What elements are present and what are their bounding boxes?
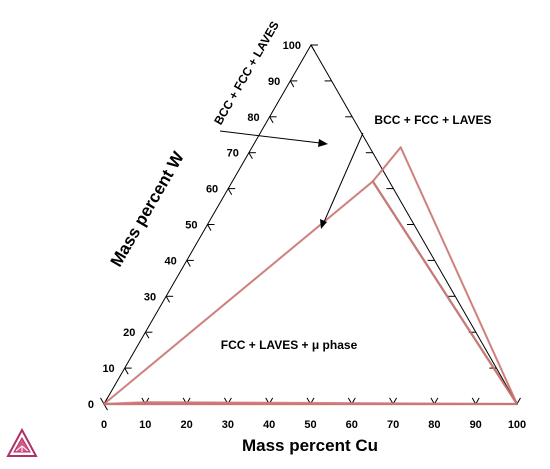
w-tick-label-2: 20 xyxy=(123,327,135,339)
x-axis-title: Mass percent Cu xyxy=(242,436,378,455)
thermo-calc-logo xyxy=(6,427,38,457)
w-tick-label-3: 30 xyxy=(144,291,156,303)
w-tick-label-4: 40 xyxy=(165,255,177,267)
x-tick-label-7: 70 xyxy=(387,419,399,431)
w-tick-mark-b-6 xyxy=(227,188,233,195)
x-tick-label-10: 100 xyxy=(508,419,526,431)
phase-boundaries xyxy=(102,146,519,406)
w-tick-label-6: 60 xyxy=(206,184,218,196)
w-tick-mark-b-8 xyxy=(269,116,274,124)
callout-arrowhead-left xyxy=(318,139,328,147)
w-tick-label-9: 90 xyxy=(268,76,280,88)
w-tick-mark-b-4 xyxy=(186,260,191,267)
tick-labels: 0 10 20 30 40 50 60 70 80 90 100 0 10 20 30 40 50 60 70 80 9… xyxy=(88,40,526,431)
w-tick-mark-b-1 xyxy=(124,367,129,375)
callout-arrowhead-right xyxy=(320,219,327,229)
tie-triangle-2 xyxy=(103,401,518,405)
logo-center-line-2 xyxy=(15,445,23,452)
w-tick-label-0: 0 xyxy=(88,399,94,411)
x-tick-label-8: 80 xyxy=(428,419,440,431)
x-tick-label-6: 60 xyxy=(346,419,358,431)
tie-triangle-1 xyxy=(103,180,518,405)
w-tick-label-8: 80 xyxy=(247,112,259,124)
w-tick-mark-b-2 xyxy=(144,331,150,339)
w-tick-mark-b-10 xyxy=(310,44,315,52)
logo-center-line-3 xyxy=(21,445,29,452)
x-tick-label-1: 10 xyxy=(139,419,151,431)
callout-arrows xyxy=(219,130,364,229)
x-tick-label-9: 90 xyxy=(470,419,482,431)
x-tick-label-5: 50 xyxy=(304,419,316,431)
region-label-bcc-fcc-laves-right: BCC + FCC + LAVES xyxy=(374,113,491,127)
tie-triangle-shadow-1 xyxy=(102,180,519,406)
w-tick-label-5: 50 xyxy=(185,220,197,232)
callout-arrow-right xyxy=(323,132,364,223)
region-label-fcc-laves-mu: FCC + LAVES + μ phase xyxy=(221,338,358,352)
w-tick-mark-b-7 xyxy=(248,152,253,160)
x-tick-label-2: 20 xyxy=(180,419,192,431)
w-tick-label-1: 10 xyxy=(102,363,114,375)
w-tick-mark-b-9 xyxy=(289,80,295,88)
w-tick-mark-b-5 xyxy=(207,224,212,231)
w-tick-label-7: 70 xyxy=(227,148,239,160)
x-tick-mark-left-0 xyxy=(100,397,105,405)
callout-arrow-left xyxy=(219,130,321,144)
left-axis-title: Mass percent W xyxy=(107,148,189,270)
w-tick-mark-b-3 xyxy=(165,296,171,303)
x-tick-label-3: 30 xyxy=(222,419,234,431)
x-tick-label-0: 0 xyxy=(101,419,107,431)
x-tick-label-4: 40 xyxy=(263,419,275,431)
logo-outer-triangle xyxy=(6,427,38,457)
w-tick-label-10: 100 xyxy=(283,40,301,52)
